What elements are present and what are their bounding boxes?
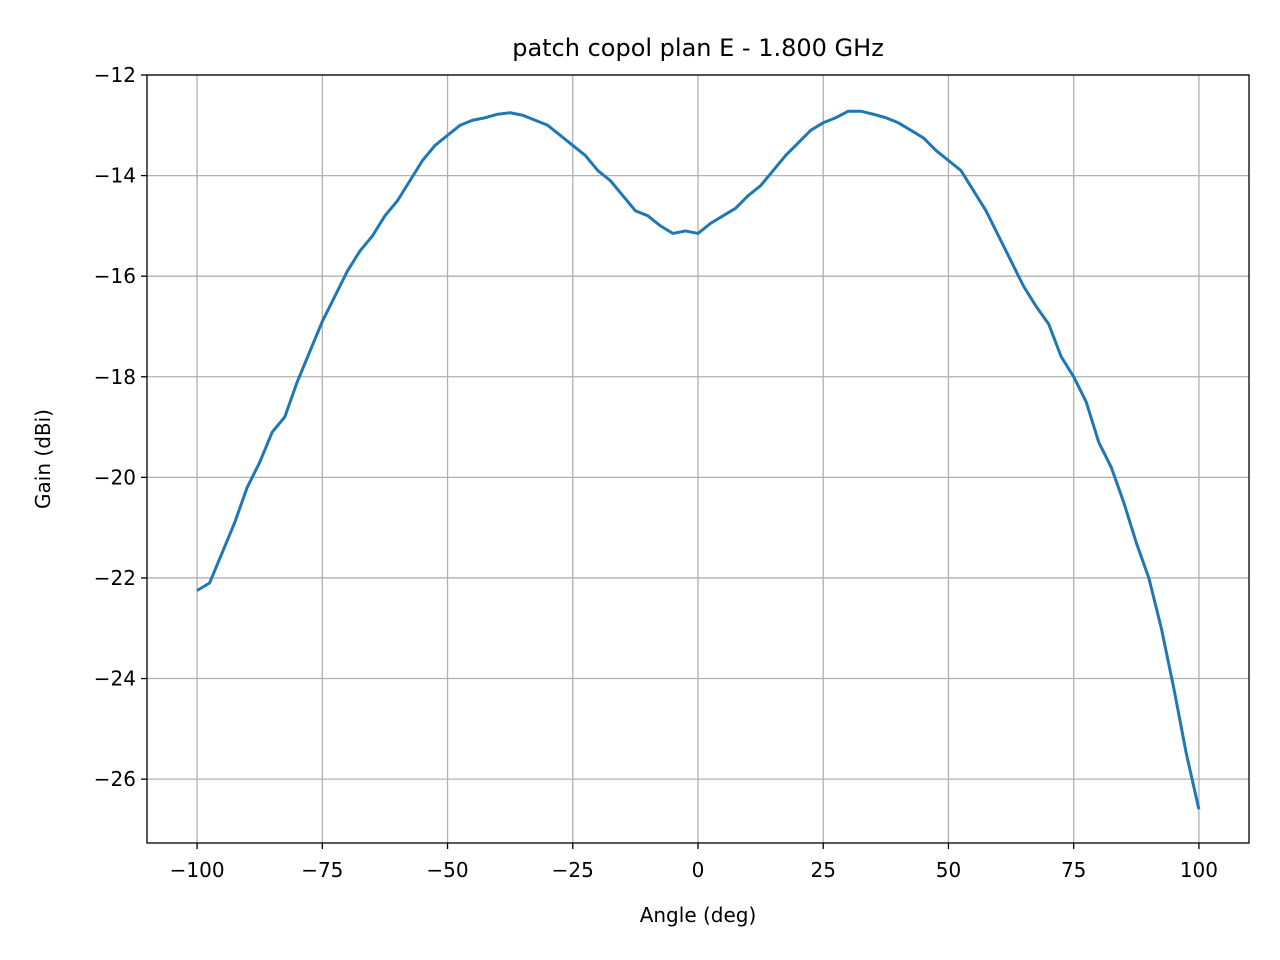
x-tick-label: 100 <box>1180 858 1218 882</box>
y-tick-label: −24 <box>94 667 136 691</box>
x-tick-label: −100 <box>170 858 225 882</box>
x-tick-label: 25 <box>811 858 836 882</box>
plot-frame <box>146 74 1250 844</box>
chart-title: patch copol plan E - 1.800 GHz <box>512 34 884 62</box>
y-tick-label: −22 <box>94 566 136 590</box>
x-tick-label: 50 <box>936 858 961 882</box>
x-tick-label: 75 <box>1061 858 1086 882</box>
y-tick-label: −18 <box>94 365 136 389</box>
y-axis-label: Gain (dBi) <box>31 409 55 509</box>
x-axis-label: Angle (deg) <box>640 903 757 927</box>
y-tick-label: −26 <box>94 767 136 791</box>
y-tick-label: −12 <box>94 63 136 87</box>
data-line <box>196 109 1201 810</box>
y-tick-label: −14 <box>94 164 136 188</box>
x-tick-label: −75 <box>301 858 343 882</box>
x-tick-label: −25 <box>552 858 594 882</box>
y-tick-label: −20 <box>94 465 136 489</box>
y-tick-label: −16 <box>94 264 136 288</box>
x-tick-label: 0 <box>692 858 705 882</box>
x-tick-label: −50 <box>426 858 468 882</box>
